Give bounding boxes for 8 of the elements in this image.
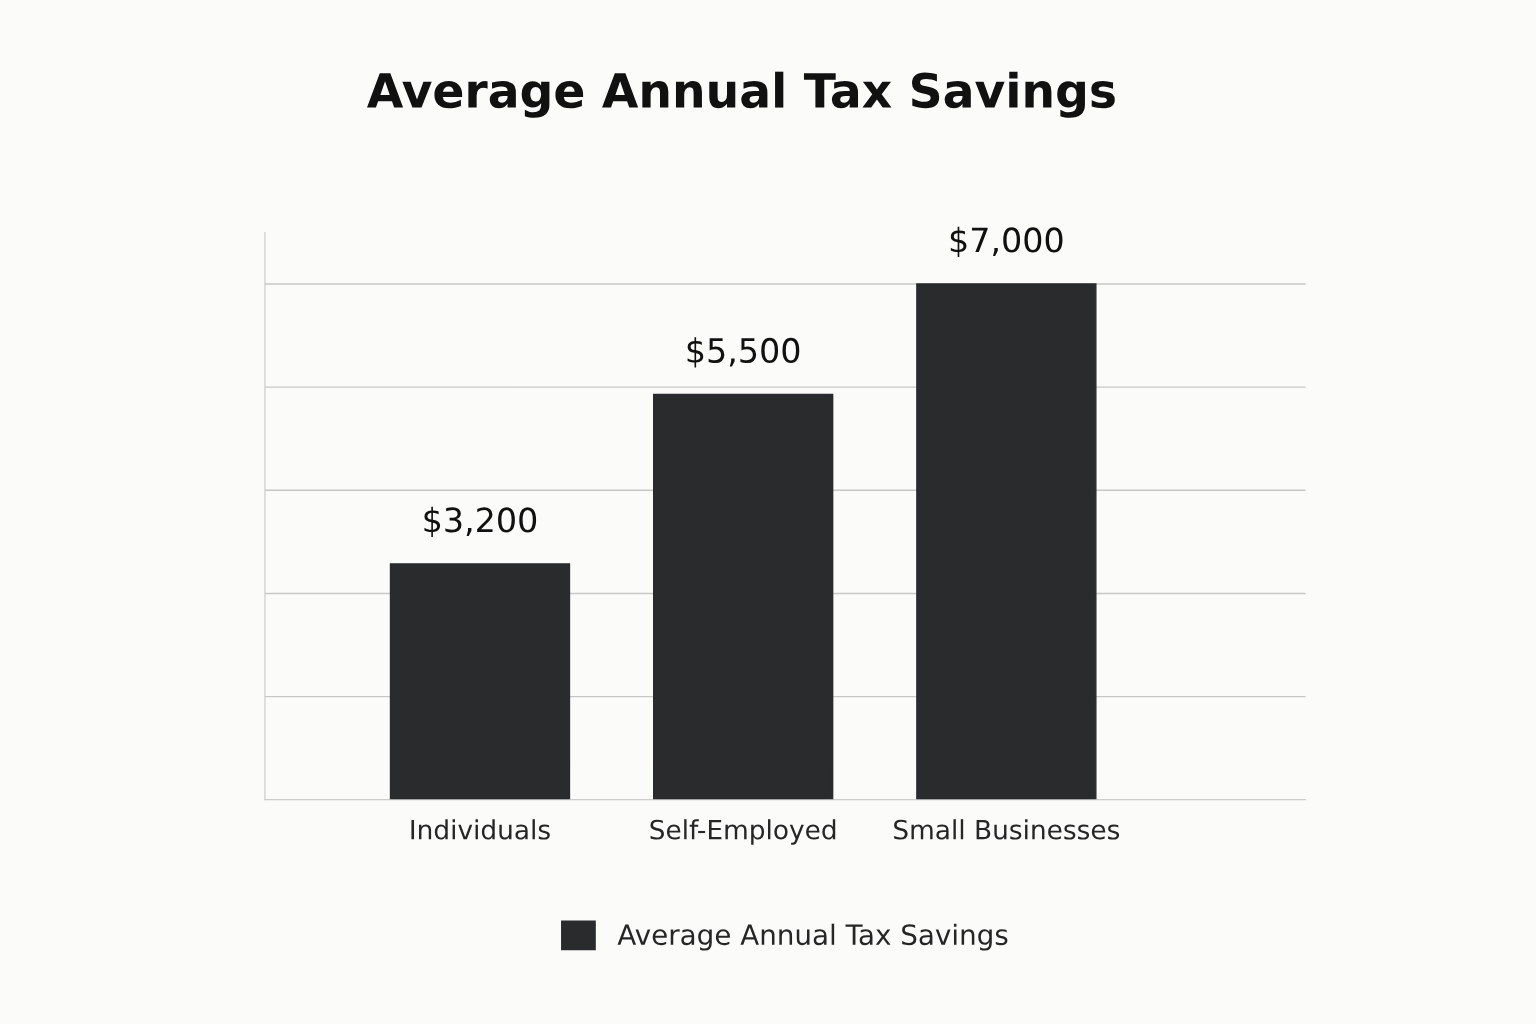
chart-title: Average Annual Tax Savings bbox=[367, 71, 1115, 118]
data-label: $7,000 bbox=[950, 226, 1063, 257]
x-tick-label: Self-Employed bbox=[650, 819, 836, 845]
x-tick-label: Individuals bbox=[411, 819, 550, 840]
data-label: $5,500 bbox=[687, 337, 800, 368]
x-tick-label: Small Businesses bbox=[894, 819, 1120, 840]
legend-label: Average Annual Tax Savings bbox=[617, 923, 1008, 951]
data-label: $3,200 bbox=[424, 506, 537, 537]
